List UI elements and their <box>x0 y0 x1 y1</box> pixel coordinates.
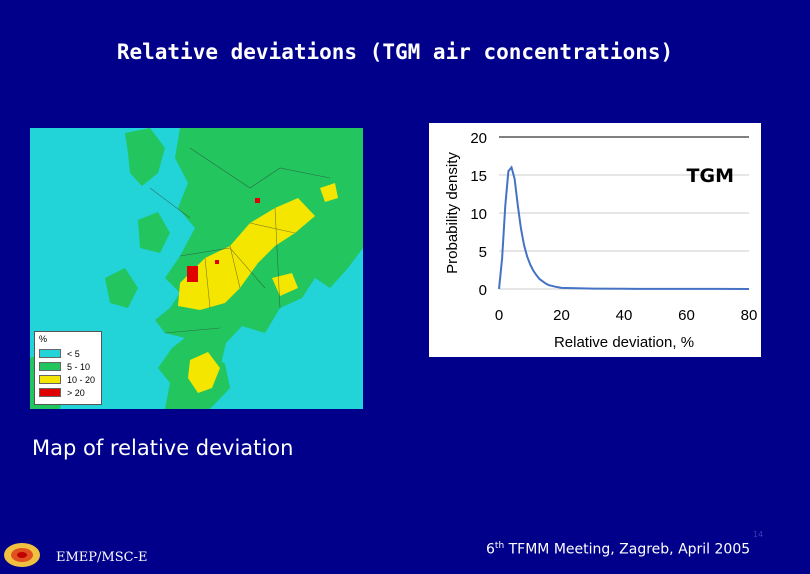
legend-swatch <box>39 388 61 397</box>
map-legend: % < 5 5 - 10 10 - 20 > 20 <box>34 331 102 405</box>
x-tick-label: 80 <box>741 307 758 324</box>
y-tick-label: 15 <box>470 168 487 185</box>
y-tick-label: 20 <box>470 130 487 147</box>
legend-label: > 20 <box>67 387 85 398</box>
legend-label: 5 - 10 <box>67 361 91 372</box>
chart-svg: 0 5 10 15 20 0 20 40 60 80 Relative deviation, % Pr… <box>444 130 758 351</box>
footer-org: EMEP/MSC-E <box>56 550 148 565</box>
legend-item: < 5 <box>39 348 80 359</box>
map-caption: Map of relative deviation <box>32 436 294 460</box>
legend-swatch <box>39 362 61 371</box>
legend-swatch <box>39 375 61 384</box>
legend-label: 10 - 20 <box>67 374 96 385</box>
footer-meeting: 6th TFMM Meeting, Zagreb, April 2005 <box>486 541 750 558</box>
legend-title: % <box>39 334 48 344</box>
series-line <box>498 165 750 290</box>
x-tick-label: 60 <box>678 307 695 324</box>
footer-meeting-num: 6 <box>486 541 495 558</box>
footer-meeting-sup: th <box>494 541 505 551</box>
x-tick-label: 0 <box>495 307 503 324</box>
legend-item: > 20 <box>39 387 85 398</box>
emep-logo <box>0 538 44 570</box>
y-tick-label: 10 <box>470 206 487 223</box>
y-axis-label: Probability density <box>444 152 461 274</box>
legend-label: < 5 <box>67 348 80 359</box>
slide-title: Relative deviations (TGM air concentrati… <box>116 40 674 64</box>
probability-density-chart: 0 5 10 15 20 0 20 40 60 80 Relative deviation, % Pr… <box>429 123 761 357</box>
y-tick-label: 5 <box>479 244 487 261</box>
footer-meeting-text: TFMM Meeting, Zagreb, April 2005 <box>504 541 751 558</box>
chart-annotation: TGM <box>687 165 734 187</box>
legend-swatch <box>39 349 61 358</box>
legend-item: 5 - 10 <box>39 361 90 372</box>
x-tick-label: 40 <box>616 307 633 324</box>
x-tick-label: 20 <box>553 307 570 324</box>
y-tick-label: 0 <box>479 282 487 299</box>
x-axis-label: Relative deviation, % <box>554 334 694 351</box>
legend-item: 10 - 20 <box>39 374 95 385</box>
page-number: 14 <box>753 530 764 539</box>
